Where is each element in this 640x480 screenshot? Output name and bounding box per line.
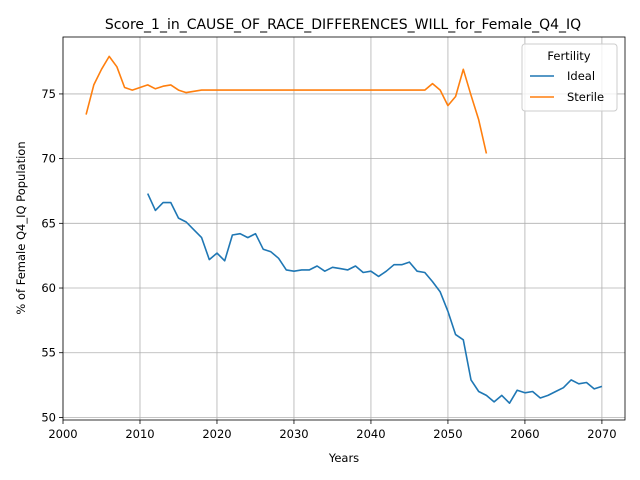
plot-frame (62, 36, 626, 421)
y-tick-label: 70 (41, 152, 56, 166)
legend-label-sterile: Sterile (567, 90, 604, 104)
x-tick-label: 2030 (279, 427, 308, 441)
chart-title: Score_1_in_CAUSE_OF_RACE_DIFFERENCES_WIL… (105, 17, 581, 33)
x-tick-label: 2040 (356, 427, 385, 441)
series-line-ideal (146, 193, 603, 405)
y-tick-label: 60 (41, 281, 56, 295)
x-tick-label: 2060 (510, 427, 539, 441)
x-axis-ticks: 2000 2010 2020 2030 2040 2050 2060 2070 (48, 420, 617, 441)
series-line-sterile (85, 55, 488, 154)
x-tick-label: 2000 (48, 427, 77, 441)
legend-title: Fertility (547, 49, 590, 63)
y-tick-label: 65 (41, 216, 56, 230)
y-tick-label: 50 (41, 410, 56, 424)
x-tick-label: 2050 (433, 427, 462, 441)
y-tick-label: 75 (41, 87, 56, 101)
x-axis-label: Years (328, 451, 359, 465)
y-axis-ticks: 50 55 60 65 70 75 (41, 87, 63, 424)
x-tick-label: 2020 (202, 427, 231, 441)
series-layer (85, 55, 603, 405)
y-tick-label: 55 (41, 346, 56, 360)
legend-box (521, 43, 618, 112)
x-tick-label: 2070 (587, 427, 616, 441)
x-tick-label: 2010 (125, 427, 154, 441)
legend: Fertility Ideal Sterile (521, 43, 618, 112)
y-axis-label: % of Female Q4_IQ Population (14, 141, 28, 314)
legend-label-ideal: Ideal (567, 69, 595, 83)
